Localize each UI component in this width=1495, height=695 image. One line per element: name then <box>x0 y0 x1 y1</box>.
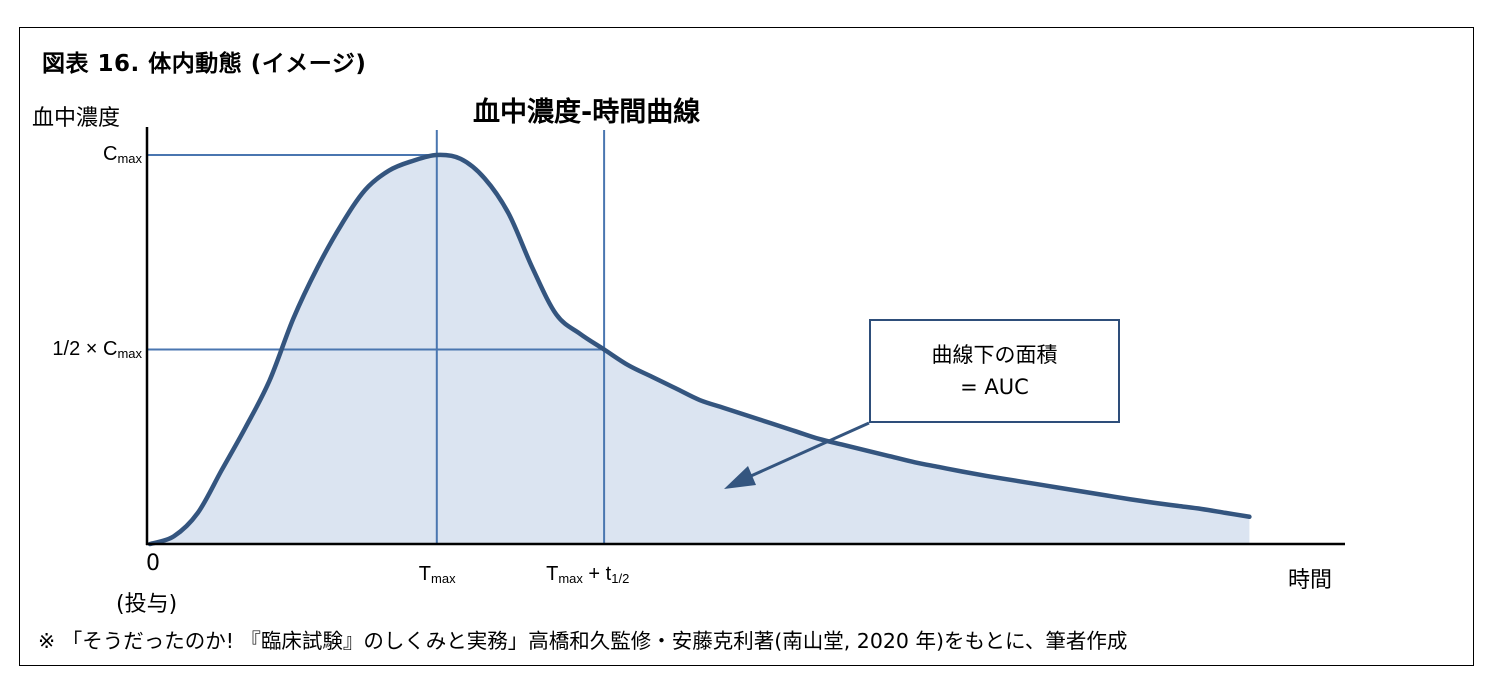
y-tick-half-cmax: 1/2 × Cmax <box>52 337 142 361</box>
origin-sublabel: (投与) <box>116 592 178 617</box>
auc-arrow-shaft <box>741 421 870 482</box>
x-tick-tmax-plus-thalf: Tmax + t1/2 <box>546 563 630 586</box>
auc-callout-line1: 曲線下の面積 <box>931 343 1058 367</box>
source-note: ※ 「そうだったのか! 『臨床試験』のしくみと実務」高橋和久監修・安藤克利著(南… <box>38 629 1128 653</box>
auc-arrow-head <box>724 466 756 489</box>
chart-title: 血中濃度-時間曲線 <box>473 97 701 128</box>
origin-label: 0 <box>146 551 160 576</box>
figure-title: 図表 16. 体内動態 (イメージ) <box>42 51 367 77</box>
y-axis-label: 血中濃度 <box>32 106 121 131</box>
concentration-curve <box>147 152 1252 547</box>
x-axis-label: 時間 <box>1288 568 1333 593</box>
x-tick-tmax: Tmax <box>418 563 456 586</box>
figure-frame <box>19 27 1474 666</box>
auc-area-fill <box>150 154 1250 544</box>
auc-callout-line2: = AUC <box>960 375 1029 399</box>
auc-callout-box: 曲線下の面積 = AUC <box>869 319 1120 423</box>
y-tick-cmax: Cmax <box>102 143 142 166</box>
